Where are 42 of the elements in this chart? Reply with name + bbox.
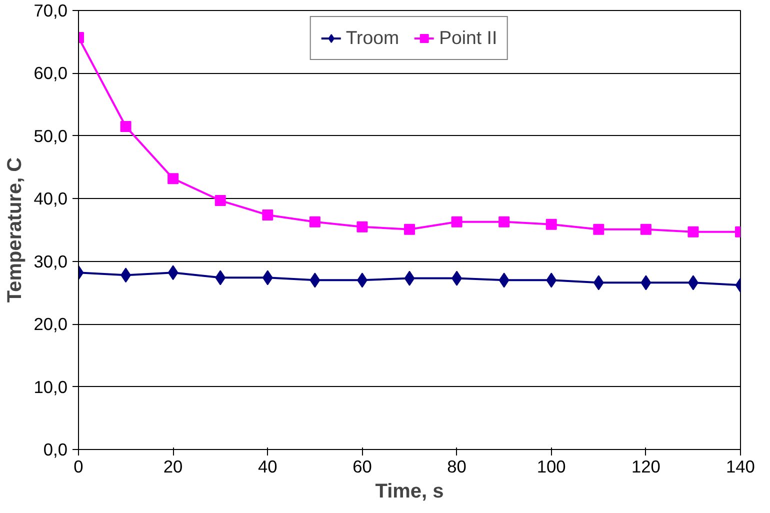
y-tick-label: 30,0: [34, 251, 68, 272]
x-tick-label: 0: [74, 456, 84, 476]
point: [168, 173, 179, 184]
point: [451, 216, 462, 228]
x-tick-label: 20: [163, 456, 183, 476]
x-tick-label: 100: [536, 456, 566, 476]
x-tick-label: 80: [447, 456, 466, 476]
point: [593, 224, 604, 235]
x-tick-label: 140: [726, 456, 755, 476]
point: [262, 270, 273, 286]
y-tick-label: 60,0: [34, 63, 68, 84]
point: [498, 216, 510, 228]
point: [309, 216, 320, 228]
point: [168, 265, 178, 280]
point: [546, 218, 557, 230]
point: [214, 195, 226, 206]
legend-label: Point II: [439, 27, 498, 49]
point: [215, 270, 226, 286]
point: [310, 272, 320, 288]
point: [404, 224, 415, 235]
point: [498, 272, 510, 288]
point: [640, 224, 652, 235]
y-tick-label: 0,0: [43, 440, 68, 460]
y-tick-label: 50,0: [34, 126, 68, 146]
y-tick-label: 70,0: [34, 0, 68, 20]
point: [262, 209, 274, 220]
point: [593, 275, 604, 290]
point: [120, 121, 132, 132]
y-tick-label: 20,0: [34, 314, 68, 334]
point: [356, 221, 368, 232]
x-tick-label: 120: [631, 456, 660, 476]
y-axis-title: Temperature, C: [4, 157, 26, 303]
x-tick-label: 60: [352, 456, 372, 476]
point: [640, 275, 652, 290]
x-tick-label: 40: [258, 456, 278, 476]
y-tick-label: 10,0: [34, 376, 68, 397]
point: [688, 226, 699, 238]
y-tick-label: 40,0: [34, 188, 68, 209]
x-axis-title: Time, s: [375, 480, 444, 502]
point: [546, 272, 557, 288]
legend-label: Troom: [346, 27, 400, 49]
point: [404, 270, 415, 286]
